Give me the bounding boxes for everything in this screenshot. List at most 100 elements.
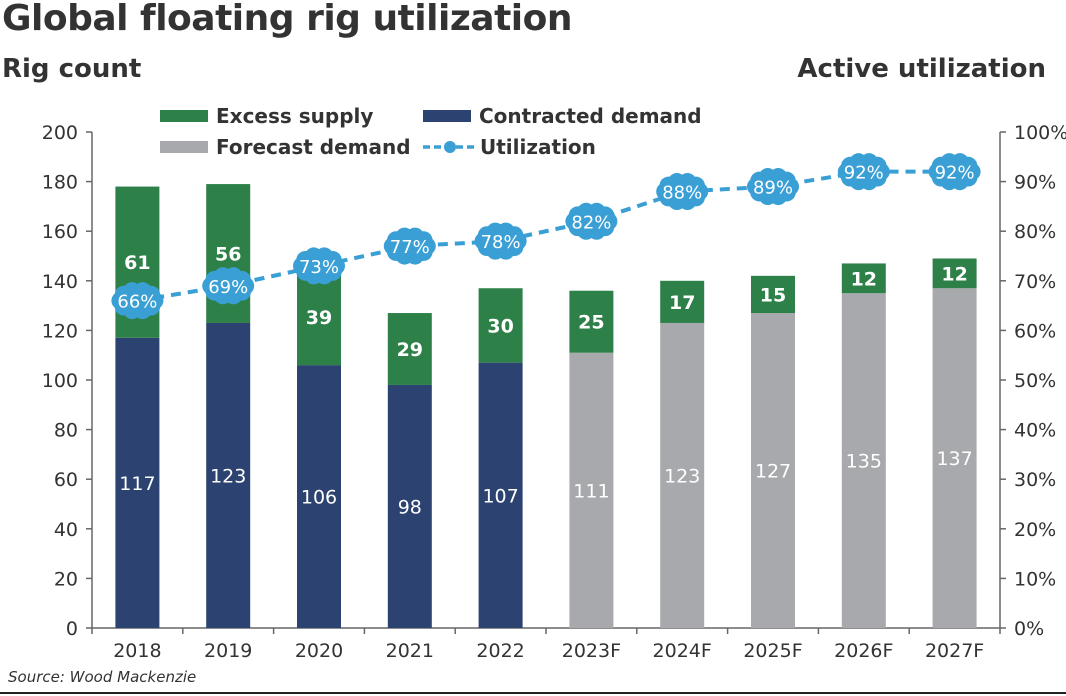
bar-excess-supply [751,275,795,314]
right-tick-label: 30% [1014,469,1056,491]
bottom-border [0,692,1066,694]
bar-label-excess: 39 [306,307,332,329]
right-tick-label: 20% [1014,519,1056,541]
legend-contracted-demand: Contracted demand [479,104,702,128]
utilization-label: 77% [390,237,430,258]
bar-label-excess: 25 [578,312,604,334]
right-tick-label: 10% [1014,568,1056,590]
utilization-label: 92% [844,163,884,184]
bar-forecast-demand [841,293,886,628]
right-tick-label: 0% [1014,618,1044,640]
left-tick-label: 0 [66,618,78,640]
bar-label-excess: 17 [669,292,695,314]
bar-label-excess: 15 [760,284,786,306]
left-tick-label: 80 [54,420,78,442]
bar-contracted-demand [115,337,160,628]
bar-excess-supply [841,263,886,294]
utilization-marker [202,267,255,305]
bar-label-excess: 12 [941,263,967,285]
legend-excess-supply-swatch [160,110,208,122]
left-tick-label: 60 [54,469,78,491]
bar-forecast-demand [932,288,977,628]
x-tick-label: 2025F [743,640,802,662]
left-tick-label: 200 [42,122,78,144]
right-tick-label: 50% [1014,370,1056,392]
x-tick-label: 2022 [476,640,524,662]
chart-title: Global floating rig utilization [2,0,572,39]
right-tick-label: 40% [1014,420,1056,442]
source-note: Source: Wood Mackenzie [8,668,197,686]
utilization-marker [293,247,345,285]
bar-excess-supply [660,280,705,323]
bar-label-demand: 117 [119,473,155,495]
bar-forecast-demand [660,322,705,628]
legend-forecast-demand: Forecast demand [216,135,411,159]
x-tick-label: 2026F [834,640,893,662]
right-tick-label: 60% [1014,320,1056,342]
utilization-marker [656,173,709,211]
right-axis-label: Active utilization [797,54,1046,84]
x-tick-label: 2019 [204,640,252,662]
bar-label-demand: 98 [398,496,422,518]
utilization-label: 92% [935,163,975,184]
bar-label-demand: 106 [301,487,337,509]
legend-excess-supply: Excess supply [216,104,373,128]
bar-label-demand: 123 [664,465,700,487]
left-tick-label: 120 [42,320,78,342]
utilization-label: 66% [117,292,157,313]
bar-excess-supply [478,288,523,363]
utilization-marker [747,168,799,206]
bar-label-excess: 12 [851,268,877,290]
bar-label-demand: 123 [210,465,246,487]
right-tick-label: 90% [1014,172,1056,194]
bar-contracted-demand [206,322,251,628]
bar-forecast-demand [569,352,614,628]
x-tick-label: 2023F [562,640,621,662]
utilization-marker [111,282,164,320]
legend-forecast-demand-swatch [160,141,208,153]
bar-label-demand: 135 [846,451,882,473]
utilization-label: 78% [481,232,521,253]
x-tick-label: 2018 [113,640,161,662]
bar-excess-supply [569,290,614,353]
utilization-marker [837,153,890,191]
legend-contracted-demand-swatch [423,110,471,122]
left-tick-label: 20 [54,568,78,590]
bar-contracted-demand [478,362,523,628]
utilization-line [137,169,955,303]
bar-label-demand: 111 [573,480,609,502]
left-axis-label: Rig count [2,54,142,84]
bar-label-excess: 29 [397,339,423,361]
bar-contracted-demand [387,384,432,628]
bar-label-excess: 61 [124,252,150,274]
bar-label-demand: 107 [482,485,518,507]
bar-label-demand: 137 [936,448,972,470]
utilization-marker [565,202,618,240]
utilization-label: 73% [299,257,339,278]
x-tick-label: 2020 [295,640,343,662]
bar-excess-supply [932,258,977,289]
utilization-marker [474,222,527,260]
left-tick-label: 40 [54,519,78,541]
legend-utilization: Utilization [480,135,596,159]
bar-label-excess: 30 [487,315,513,337]
bar-label-excess: 56 [215,244,241,266]
x-tick-label: 2027F [925,640,984,662]
utilization-marker [928,153,981,191]
right-tick-label: 80% [1014,221,1056,243]
right-tick-label: 70% [1014,271,1056,293]
left-tick-label: 160 [42,221,78,243]
utilization-label: 88% [662,183,702,204]
utilization-label: 69% [208,277,248,298]
utilization-marker [383,227,436,265]
bar-excess-supply [297,268,341,366]
x-tick-label: 2021 [386,640,434,662]
bar-forecast-demand [751,313,795,628]
bar-label-demand: 127 [755,461,791,483]
left-tick-label: 100 [42,370,78,392]
x-tick-label: 2024F [653,640,712,662]
bar-excess-supply [387,313,432,385]
left-tick-label: 140 [42,271,78,293]
